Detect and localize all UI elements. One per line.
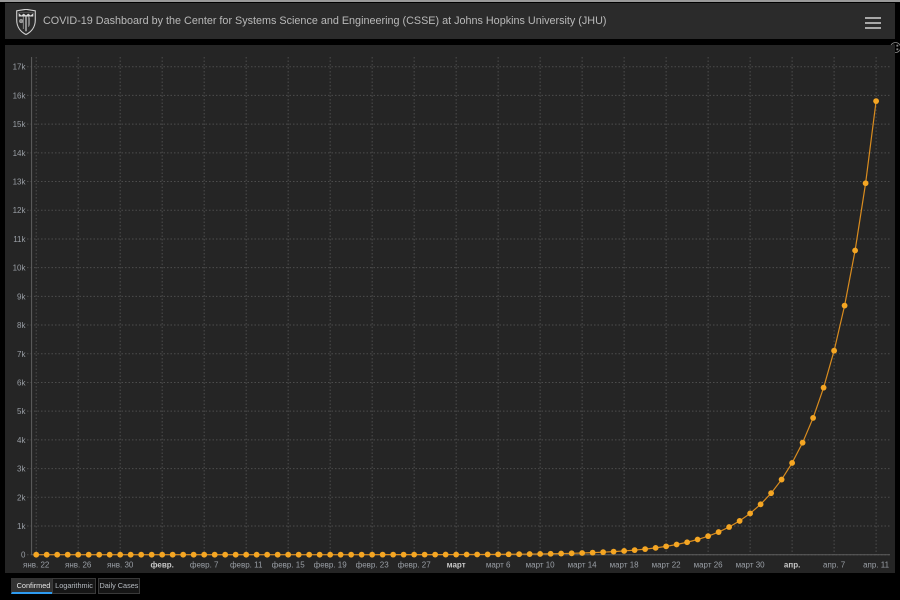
svg-text:5k: 5k: [17, 407, 26, 416]
svg-text:февр. 7: февр. 7: [190, 561, 219, 570]
svg-text:13k: 13k: [13, 178, 27, 187]
svg-text:февр. 11: февр. 11: [230, 561, 263, 570]
svg-text:7k: 7k: [17, 350, 26, 359]
svg-text:февр. 19: февр. 19: [314, 561, 348, 570]
svg-text:март 26: март 26: [694, 561, 724, 570]
svg-text:10k: 10k: [13, 264, 27, 273]
svg-text:март 18: март 18: [610, 561, 640, 570]
svg-text:март: март: [447, 561, 466, 570]
svg-text:март 10: март 10: [526, 561, 556, 570]
svg-text:4k: 4k: [17, 436, 26, 445]
svg-text:февр. 23: февр. 23: [356, 561, 390, 570]
svg-text:янв. 30: янв. 30: [107, 561, 134, 570]
svg-text:8k: 8k: [17, 321, 26, 330]
svg-text:февр.: февр.: [151, 561, 174, 570]
svg-text:9k: 9k: [17, 292, 26, 301]
svg-text:апр.: апр.: [784, 561, 800, 570]
svg-text:март 22: март 22: [652, 561, 682, 570]
svg-text:16k: 16k: [13, 91, 27, 100]
svg-text:14k: 14k: [13, 149, 27, 158]
svg-text:янв. 26: янв. 26: [65, 561, 92, 570]
svg-text:февр. 27: февр. 27: [398, 561, 432, 570]
svg-text:март 6: март 6: [486, 561, 511, 570]
svg-text:апр. 7: апр. 7: [823, 561, 846, 570]
svg-text:февр. 15: февр. 15: [272, 561, 306, 570]
svg-text:3k: 3k: [17, 465, 26, 474]
svg-text:0: 0: [21, 551, 26, 560]
svg-text:1k: 1k: [17, 522, 26, 531]
svg-text:2k: 2k: [17, 493, 26, 502]
svg-text:17k: 17k: [13, 63, 27, 72]
svg-text:12k: 12k: [13, 206, 27, 215]
svg-text:апр. 11: апр. 11: [863, 561, 890, 570]
svg-text:15k: 15k: [13, 120, 27, 129]
svg-text:6k: 6k: [17, 378, 26, 387]
svg-text:янв. 22: янв. 22: [23, 561, 50, 570]
svg-text:март 30: март 30: [736, 561, 766, 570]
svg-text:март 14: март 14: [568, 561, 598, 570]
svg-text:11k: 11k: [13, 235, 26, 244]
